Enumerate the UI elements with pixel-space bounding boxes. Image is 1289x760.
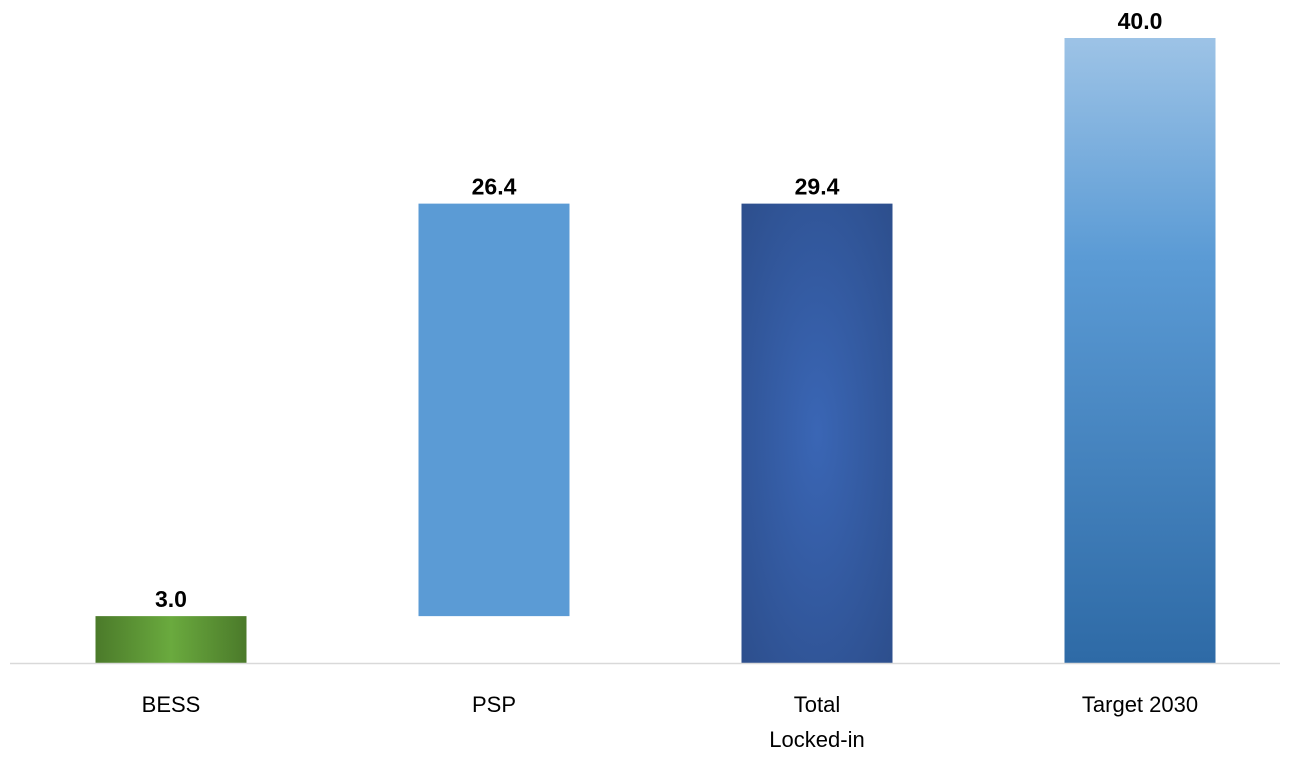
- data-label-psp: 26.4: [472, 174, 517, 200]
- bar-target-2030: [1064, 38, 1216, 663]
- data-label-target-2030: 40.0: [1118, 8, 1163, 34]
- x-tick-label: Total Locked-in: [769, 692, 864, 752]
- data-label-bess: 3.0: [155, 586, 187, 612]
- bar-bess: [95, 616, 247, 663]
- x-tick-label-line: Locked-in: [769, 727, 864, 752]
- x-tick-label-line: BESS: [142, 692, 201, 717]
- x-tick-label: PSP: [472, 692, 516, 717]
- x-tick-label: Target 2030: [1082, 692, 1198, 717]
- bar-psp: [418, 203, 570, 617]
- labels-layer: 3.0 26.4 29.4 40.0 BESS PSP Total Locked-in Targ…: [142, 8, 1198, 752]
- bar-total-locked-in: [741, 203, 893, 663]
- x-tick-label-line: PSP: [472, 692, 516, 717]
- data-label-total-locked-in: 29.4: [795, 174, 840, 200]
- x-tick-label-line: Target 2030: [1082, 692, 1198, 717]
- x-tick-label-line: Total: [794, 692, 840, 717]
- bars-layer: [95, 38, 1216, 663]
- x-tick-label: BESS: [142, 692, 201, 717]
